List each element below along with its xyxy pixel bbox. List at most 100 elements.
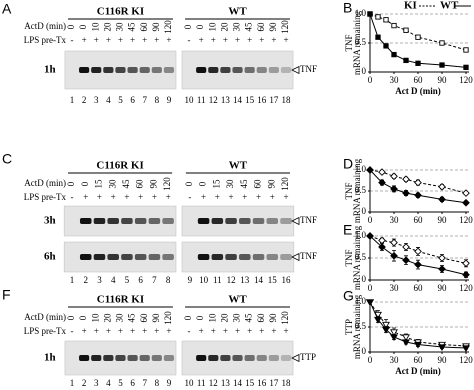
gel-band bbox=[208, 67, 219, 73]
actd-time: 20 bbox=[102, 22, 112, 32]
data-point bbox=[390, 334, 398, 342]
lps-sign: + bbox=[211, 326, 216, 336]
lane-number: 6 bbox=[130, 95, 135, 105]
gel-band bbox=[252, 254, 265, 260]
y-axis-label: TNF bbox=[344, 182, 354, 199]
gel-band bbox=[266, 218, 279, 224]
gel-band bbox=[127, 67, 138, 73]
data-point bbox=[462, 189, 470, 197]
actd-time: 60 bbox=[139, 313, 149, 323]
data-point bbox=[383, 43, 389, 49]
y-tick-label: 1.0 bbox=[355, 296, 367, 306]
lane-number: 2 bbox=[82, 378, 87, 388]
lps-sign: + bbox=[283, 192, 288, 202]
actd-time: 120 bbox=[162, 177, 172, 191]
data-point bbox=[438, 182, 446, 191]
lps-sign: + bbox=[118, 326, 123, 336]
actd-time: 30 bbox=[107, 179, 117, 189]
gel-band bbox=[79, 355, 90, 361]
lane-number: 14 bbox=[233, 378, 243, 388]
gel-band bbox=[107, 218, 119, 224]
row-label: LPS pre-Tx bbox=[24, 326, 67, 336]
row-label: ActD (min) bbox=[24, 21, 66, 31]
lane-number: 3 bbox=[94, 378, 99, 388]
panel-letter: A bbox=[2, 1, 12, 17]
lps-sign: + bbox=[270, 192, 275, 202]
y-tick-label: 1.0 bbox=[355, 8, 367, 18]
actd-time: 120 bbox=[163, 20, 173, 34]
actd-time: 30 bbox=[115, 22, 125, 32]
lps-sign: + bbox=[154, 326, 159, 336]
gel-band bbox=[280, 218, 292, 224]
x-axis-label: Act D (min) bbox=[395, 366, 441, 376]
data-point bbox=[403, 27, 409, 33]
x-tick-label: 90 bbox=[438, 283, 448, 293]
gel-band bbox=[280, 355, 292, 361]
group-label: WT bbox=[228, 294, 247, 306]
data-point bbox=[382, 321, 390, 329]
lps-sign: + bbox=[271, 35, 276, 45]
band-arrow bbox=[291, 252, 300, 262]
actd-time: 90 bbox=[151, 313, 161, 323]
gel-band bbox=[121, 218, 133, 224]
lps-sign: + bbox=[94, 326, 99, 336]
gel-band bbox=[256, 355, 267, 361]
y-tick-label: 0 bbox=[362, 206, 367, 216]
gel-band bbox=[211, 254, 224, 260]
gel-band bbox=[252, 218, 265, 224]
data-point bbox=[378, 236, 386, 245]
lps-sign: + bbox=[256, 192, 261, 202]
gel-band bbox=[232, 355, 243, 361]
gel-time: 6h bbox=[44, 251, 56, 263]
gel-band bbox=[162, 254, 174, 260]
gel-band bbox=[266, 254, 279, 260]
lane-number: 13 bbox=[240, 275, 250, 285]
lps-sign: + bbox=[166, 192, 171, 202]
row-label: LPS pre-Tx bbox=[24, 192, 67, 202]
gel-band bbox=[163, 355, 175, 361]
y-tick-label: 0.5 bbox=[355, 321, 367, 331]
x-tick-label: 90 bbox=[438, 215, 448, 225]
lps-sign: + bbox=[130, 326, 135, 336]
band-label: TNF bbox=[300, 215, 317, 225]
data-point bbox=[403, 57, 409, 64]
gel-band bbox=[280, 67, 292, 73]
actd-time: 60 bbox=[139, 22, 149, 32]
x-tick-label: 30 bbox=[390, 283, 400, 293]
lane-number: 18 bbox=[282, 378, 292, 388]
x-tick-label: 0 bbox=[368, 215, 373, 225]
lane-number: 5 bbox=[118, 95, 123, 105]
actd-time: 30 bbox=[232, 22, 242, 32]
lps-sign: + bbox=[235, 326, 240, 336]
lps-sign: + bbox=[130, 35, 135, 45]
gel-band bbox=[79, 218, 92, 224]
lane-number: 4 bbox=[111, 275, 116, 285]
data-point bbox=[439, 40, 445, 46]
data-point bbox=[462, 259, 470, 268]
gel-band bbox=[220, 67, 231, 73]
actd-time: 45 bbox=[127, 22, 137, 32]
y-axis-label: TTP bbox=[344, 319, 354, 335]
actd-time: 60 bbox=[135, 179, 145, 189]
panel-letter: G bbox=[343, 288, 354, 304]
lane-number: 14 bbox=[254, 275, 264, 285]
actd-time: 45 bbox=[244, 22, 254, 32]
x-tick-label: 30 bbox=[390, 215, 400, 225]
x-tick-label: 0 bbox=[368, 283, 373, 293]
lps-sign: + bbox=[259, 326, 264, 336]
gel-band bbox=[79, 67, 90, 73]
actd-time: 0 bbox=[80, 181, 90, 186]
data-point bbox=[390, 329, 398, 337]
data-point bbox=[378, 178, 386, 187]
gel-band bbox=[91, 67, 102, 73]
gel-band bbox=[220, 355, 231, 361]
data-point bbox=[366, 299, 374, 307]
lps-sign: + bbox=[199, 35, 204, 45]
group-label: WT bbox=[229, 160, 248, 172]
lps-sign: + bbox=[154, 35, 159, 45]
lps-sign: - bbox=[71, 326, 74, 336]
lane-number: 18 bbox=[282, 95, 292, 105]
data-point bbox=[414, 341, 422, 349]
data-point bbox=[438, 265, 446, 273]
